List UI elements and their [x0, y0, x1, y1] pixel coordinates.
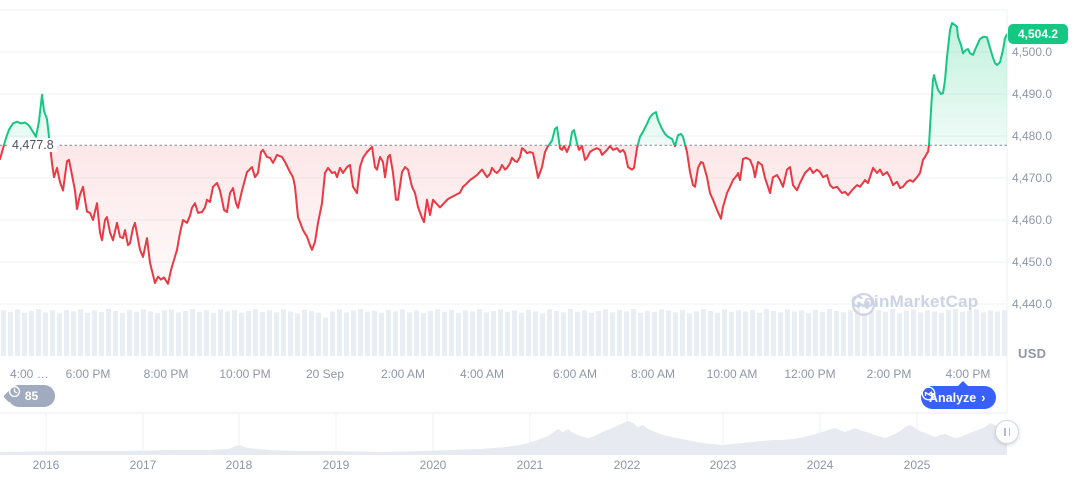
navigator-year-label: 2023: [709, 458, 737, 472]
y-axis-tick-label: 4,490.0: [1012, 87, 1053, 101]
x-axis-tick-label: 6:00 AM: [552, 367, 598, 381]
drag-handle-icon: [1004, 428, 1006, 436]
x-axis-tick-label: 6:00 PM: [65, 367, 111, 381]
cmc-logo-icon: [921, 386, 936, 401]
navigator-year-label: 2020: [419, 458, 447, 472]
y-axis-tick-label: 4,500.0: [1012, 45, 1053, 59]
x-axis-tick-label: 4:00 AM: [459, 367, 505, 381]
x-axis-tick-label: 4:00 PM: [945, 367, 991, 381]
watermark-text: CoinMarketCap: [851, 292, 979, 311]
navigator-year-label: 2025: [903, 458, 931, 472]
x-axis-tick-label: 2:00 PM: [866, 367, 912, 381]
current-price-badge: 4,504.2: [1008, 24, 1068, 44]
navigator-year-label: 2022: [613, 458, 641, 472]
analyze-button-label: Analyze: [929, 390, 977, 405]
currency-unit-label: USD: [1018, 346, 1047, 361]
drag-handle-icon: [1008, 428, 1010, 436]
cmc-logo-watermark-icon: [851, 292, 876, 317]
navigator-year-label: 2024: [806, 458, 834, 472]
navigator-year-label: 2018: [225, 458, 253, 472]
history-score-badge[interactable]: 85: [8, 385, 55, 407]
navigator-year-label: 2021: [516, 458, 544, 472]
x-axis-tick-label: 4:00 …: [10, 367, 49, 381]
x-axis-tick-label: 8:00 AM: [630, 367, 676, 381]
history-score-value: 85: [24, 389, 39, 403]
navigator-year-label: 2016: [32, 458, 60, 472]
y-axis-tick-label: 4,450.0: [1012, 255, 1053, 269]
x-axis-tick-label: 10:00 PM: [219, 367, 271, 381]
x-axis-tick-label: 12:00 PM: [784, 367, 836, 381]
y-axis-tick-label: 4,460.0: [1012, 213, 1053, 227]
x-axis-tick-label: 20 Sep: [305, 367, 345, 381]
baseline-price-label: 4,477.8: [9, 138, 57, 152]
x-axis-tick-label: 10:00 AM: [706, 367, 758, 381]
chevron-right-icon: ›: [981, 390, 986, 405]
navigator-resize-handle[interactable]: [995, 420, 1019, 444]
analyze-button[interactable]: Analyze ›: [921, 381, 997, 409]
y-axis-tick-label: 4,480.0: [1012, 129, 1053, 143]
y-axis-tick-label: 4,470.0: [1012, 171, 1053, 185]
coinmarketcap-watermark: CoinMarketCap: [851, 292, 979, 317]
x-axis-tick-label: 2:00 AM: [380, 367, 426, 381]
clock-history-icon: [8, 385, 21, 398]
navigator-year-label: 2017: [129, 458, 157, 472]
y-axis-tick-label: 4,440.0: [1012, 297, 1053, 311]
x-axis-tick-label: 8:00 PM: [143, 367, 189, 381]
navigator-year-label: 2019: [322, 458, 350, 472]
